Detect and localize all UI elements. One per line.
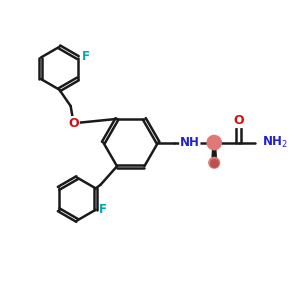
Text: O: O — [233, 114, 244, 128]
Circle shape — [207, 135, 221, 150]
Text: NH$_2$: NH$_2$ — [262, 135, 288, 150]
Text: F: F — [81, 50, 89, 63]
Text: F: F — [99, 203, 107, 216]
Text: O: O — [68, 117, 79, 130]
Text: NH: NH — [180, 136, 200, 149]
Circle shape — [209, 158, 220, 168]
Polygon shape — [212, 150, 216, 158]
